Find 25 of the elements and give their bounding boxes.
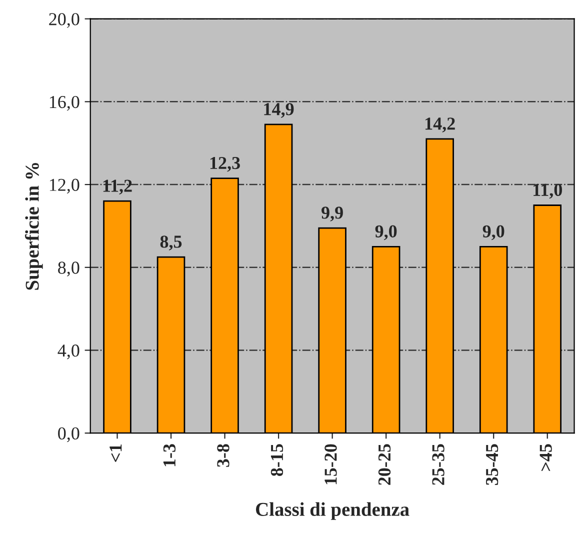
x-tick-label: 15-20: [324, 444, 337, 484]
x-tick-label: 20-25: [378, 444, 391, 485]
x-tick-label: 25-35: [432, 444, 444, 485]
y-axis-title: Superficie in %: [24, 162, 43, 290]
x-tick-label: 3-8: [217, 444, 230, 467]
y-tick-label: 20,0: [49, 13, 80, 28]
y-tick-label: 8,0: [58, 262, 80, 276]
data-label: 11,0: [534, 184, 562, 199]
x-tick-label: 1-3: [163, 444, 176, 466]
y-tick-label: 4,0: [58, 344, 80, 360]
x-axis-title: Classi di pendenza: [256, 502, 410, 520]
x-tick-label: <1: [110, 444, 122, 462]
y-tick-label: 0,0: [58, 427, 80, 442]
data-label: 8,5: [160, 236, 182, 250]
data-label: 14,2: [425, 118, 455, 132]
data-label: 9,0: [482, 225, 504, 240]
x-tick-label: 8-15: [270, 444, 284, 476]
data-label: 9,0: [375, 225, 397, 240]
x-tick-label: 35-45: [486, 444, 498, 485]
y-tick-label: 16,0: [50, 96, 80, 111]
data-label: 9,9: [322, 206, 343, 222]
x-tick-label: >45: [540, 444, 552, 471]
y-tick-label: 12,0: [50, 178, 80, 194]
data-label: 12,3: [210, 156, 240, 172]
data-label: 14,9: [264, 103, 294, 118]
